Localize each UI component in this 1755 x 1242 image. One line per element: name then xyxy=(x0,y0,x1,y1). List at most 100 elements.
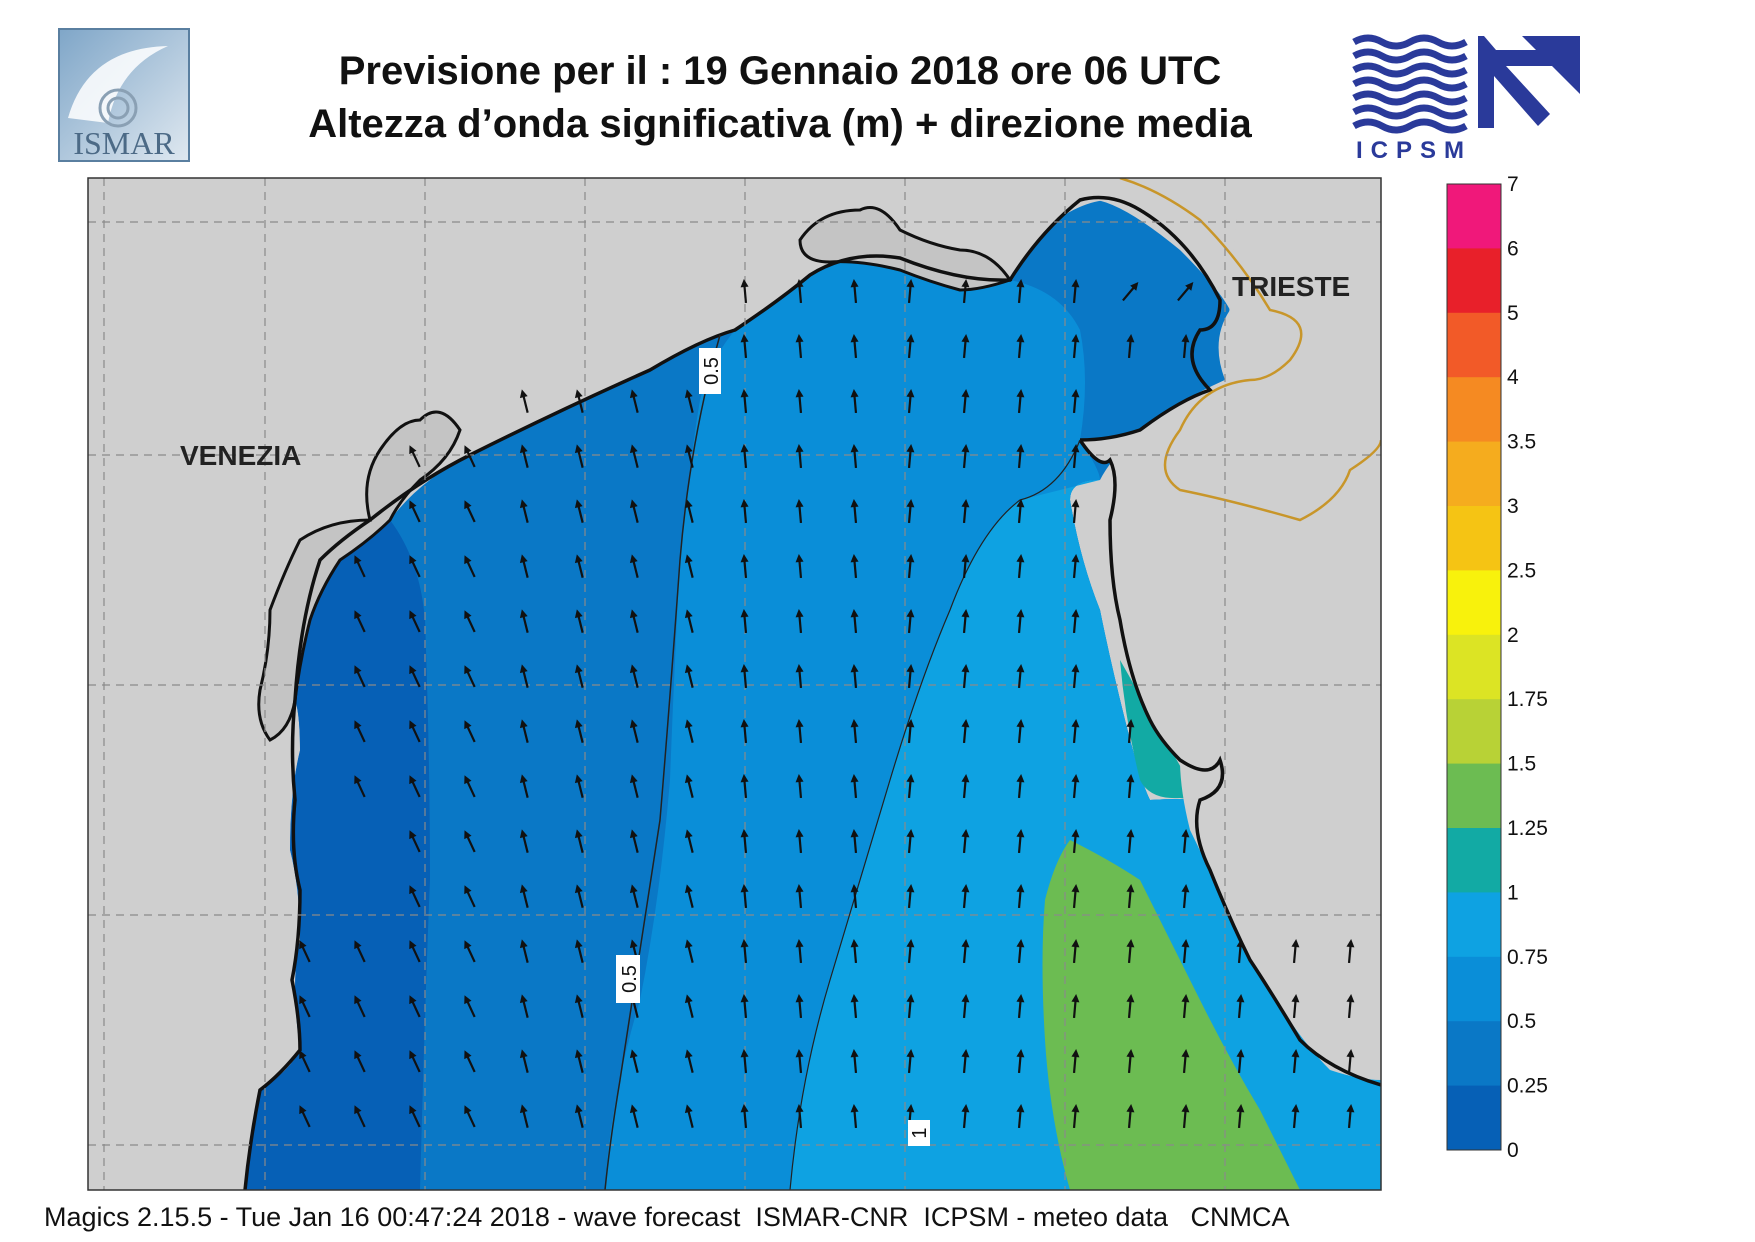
wave-arrow xyxy=(1236,1104,1245,1129)
wave-arrow xyxy=(519,994,529,1018)
wave-arrow xyxy=(409,1105,421,1128)
wave-arrow xyxy=(684,609,694,633)
wave-arrow xyxy=(464,720,476,743)
wave-arrow xyxy=(740,334,749,359)
wave-arrow xyxy=(850,1104,859,1129)
colorbar-tick-label: 3.5 xyxy=(1507,431,1536,454)
wave-arrow xyxy=(795,1104,804,1129)
wave-arrow xyxy=(795,994,804,1019)
wave-arrow xyxy=(299,1105,311,1128)
contour-line-1 xyxy=(789,439,1081,1190)
colorbar-tick-label: 0.25 xyxy=(1507,1075,1548,1098)
coastline-north xyxy=(293,195,1222,701)
wave-arrow xyxy=(519,774,529,798)
colorbar xyxy=(1446,183,1502,1151)
wave-arrow xyxy=(740,1104,749,1129)
wave-arrow xyxy=(629,719,639,743)
wave-arrow xyxy=(850,389,859,414)
wave-arrow xyxy=(795,554,804,579)
wave-arrow xyxy=(1126,994,1135,1019)
wave-arrow xyxy=(906,279,915,304)
wave-arrow xyxy=(1016,609,1025,634)
colorbar-segment xyxy=(1447,248,1501,314)
wave-arrow xyxy=(1236,994,1245,1019)
wave-arrow xyxy=(464,665,476,688)
wave-arrow xyxy=(629,444,639,468)
wave-arrow xyxy=(1016,719,1025,744)
wave-arrow xyxy=(740,719,749,744)
wave-arrow xyxy=(906,719,915,744)
wave-arrow xyxy=(464,610,476,633)
wave-arrow xyxy=(519,609,529,633)
wave-arrow xyxy=(1071,609,1080,634)
wave-arrow xyxy=(850,939,859,964)
wave-arrow xyxy=(961,334,970,359)
colorbar-segment xyxy=(1447,506,1501,571)
wave-arrow xyxy=(574,829,584,853)
wave-arrow xyxy=(629,774,639,798)
contour-label-bottom: 1 xyxy=(908,1120,931,1146)
wave-arrow xyxy=(850,884,859,909)
wave-arrow xyxy=(906,939,915,964)
wave-arrow xyxy=(354,610,366,633)
wave-arrow xyxy=(1016,884,1025,909)
wave-direction-arrows xyxy=(299,279,1355,1129)
wave-arrow xyxy=(409,665,421,688)
wave-arrow xyxy=(1016,554,1025,579)
wave-arrow xyxy=(574,939,584,963)
wave-arrow xyxy=(740,829,749,854)
wave-arrow xyxy=(961,554,970,579)
colorbar-segment xyxy=(1447,570,1501,636)
wave-arrow xyxy=(906,444,915,469)
colorbar-tick-label: 1.25 xyxy=(1507,817,1548,840)
wave-arrow xyxy=(795,499,804,524)
wave-arrow xyxy=(961,884,970,909)
wave-arrow xyxy=(684,829,694,853)
wave-arrow xyxy=(1071,939,1080,964)
colorbar-segment xyxy=(1447,892,1501,958)
wave-arrow xyxy=(354,1050,366,1073)
wave-arrow xyxy=(629,829,639,853)
wave-arrow xyxy=(740,279,749,304)
wave-arrow xyxy=(684,389,694,413)
wave-arrow xyxy=(740,774,749,799)
wave-arrow xyxy=(850,444,859,469)
wave-arrow xyxy=(1291,994,1300,1019)
wave-arrow xyxy=(354,665,366,688)
wave-arrow xyxy=(1016,279,1025,304)
wave-arrow xyxy=(961,499,970,524)
wave-arrow xyxy=(1071,994,1080,1019)
wave-arrow xyxy=(684,499,694,523)
wave-arrow xyxy=(354,940,366,963)
wave-arrow xyxy=(684,554,694,578)
wave-arrow xyxy=(1126,884,1135,909)
wave-arrow xyxy=(1016,389,1025,414)
wave-arrow xyxy=(1126,719,1135,744)
national-border xyxy=(1119,178,1381,522)
wave-arrow xyxy=(906,334,915,359)
wave-arrow xyxy=(1016,444,1025,469)
coastline-east xyxy=(1078,439,1381,1087)
wave-arrow xyxy=(409,1050,421,1073)
colorbar-segment xyxy=(1447,763,1501,829)
wave-arrow xyxy=(1016,334,1025,359)
colorbar-tick-label: 2 xyxy=(1507,624,1519,647)
wave-arrow xyxy=(1126,829,1135,854)
wave-arrow xyxy=(850,609,859,634)
wave-arrow xyxy=(740,939,749,964)
wave-arrow xyxy=(519,664,529,688)
wave-arrow xyxy=(961,774,970,799)
wave-arrow xyxy=(409,830,421,853)
wave-arrow xyxy=(519,554,529,578)
wave-arrow xyxy=(961,609,970,634)
wave-arrow xyxy=(1126,774,1135,799)
wave-arrow xyxy=(740,994,749,1019)
wave-arrow xyxy=(906,1049,915,1074)
wave-arrow xyxy=(519,884,529,908)
colorbar-segment xyxy=(1447,699,1501,765)
wave-arrow xyxy=(409,555,421,578)
land-east-coast xyxy=(1080,178,1381,1080)
colorbar-segment xyxy=(1447,634,1501,700)
wave-arrow xyxy=(464,445,476,468)
wave-arrow xyxy=(906,774,915,799)
